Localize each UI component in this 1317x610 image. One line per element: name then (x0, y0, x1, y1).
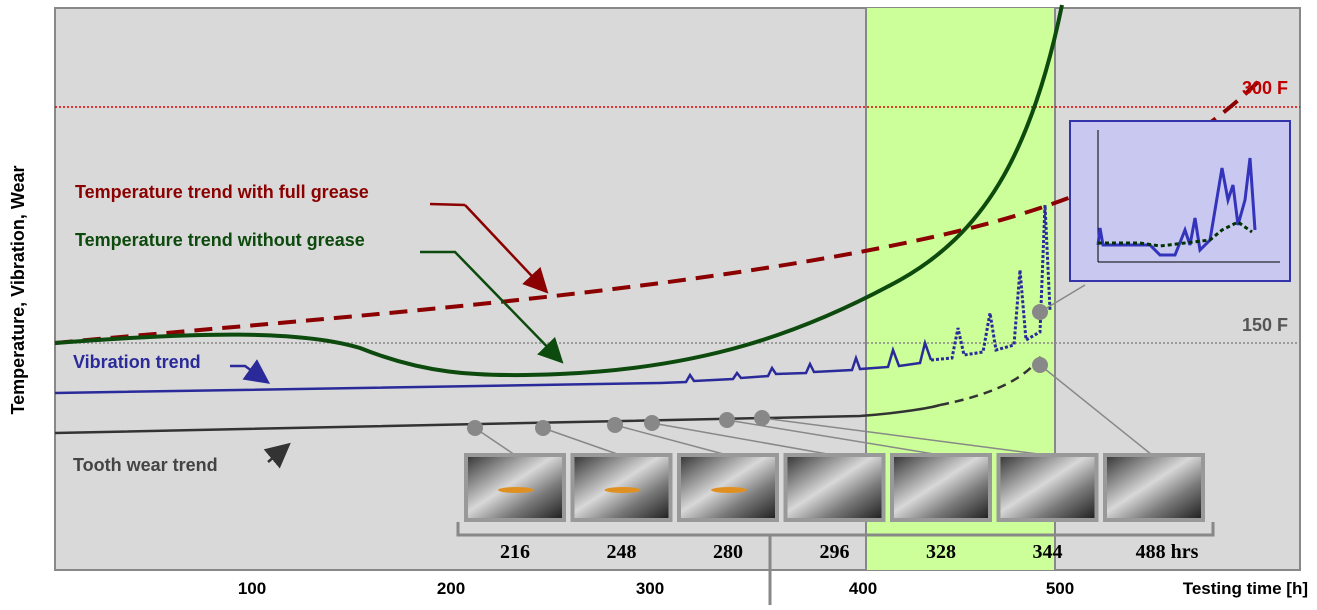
sample-label: 248 (607, 541, 637, 563)
x-tick-label: 500 (1046, 579, 1074, 598)
sample-label: 216 (500, 541, 530, 563)
sample-label: 296 (820, 541, 850, 563)
thumbnail (1001, 457, 1095, 518)
thumbnails (464, 453, 1205, 522)
trend-label: Tooth wear trend (73, 455, 218, 475)
thumbnail-spot (498, 487, 534, 493)
x-tick-label: 100 (238, 579, 266, 598)
sample-label: 488 hrs (1136, 541, 1199, 563)
sample-label: 344 (1033, 541, 1063, 563)
trend-label: Vibration trend (73, 352, 201, 372)
x-axis-label: Testing time [h] (1183, 579, 1308, 598)
thumbnail-spot (711, 487, 747, 493)
x-tick-label: 400 (849, 579, 877, 598)
arrow (430, 204, 465, 205)
x-tick-label: 300 (636, 579, 664, 598)
trend-label: Temperature trend with full grease (75, 182, 369, 202)
limit-label: 150 F (1242, 315, 1288, 335)
x-ticks: 100 200 300 400 500 (238, 579, 1074, 598)
x-tick-label: 200 (437, 579, 465, 598)
sample-label: 328 (926, 541, 956, 563)
limit-label: 300 F (1242, 78, 1288, 98)
thumbnail (1107, 457, 1201, 518)
thumbnail (894, 457, 988, 518)
thumbnail-spot (605, 487, 641, 493)
inset (1070, 121, 1290, 281)
sample-label: 280 (713, 541, 743, 563)
y-axis-label: Temperature, Vibration, Wear (8, 165, 28, 414)
thumbnail (788, 457, 882, 518)
diagram: 300 F 150 F Temperature trend with full … (0, 0, 1317, 605)
trend-label: Temperature trend without grease (75, 230, 365, 250)
